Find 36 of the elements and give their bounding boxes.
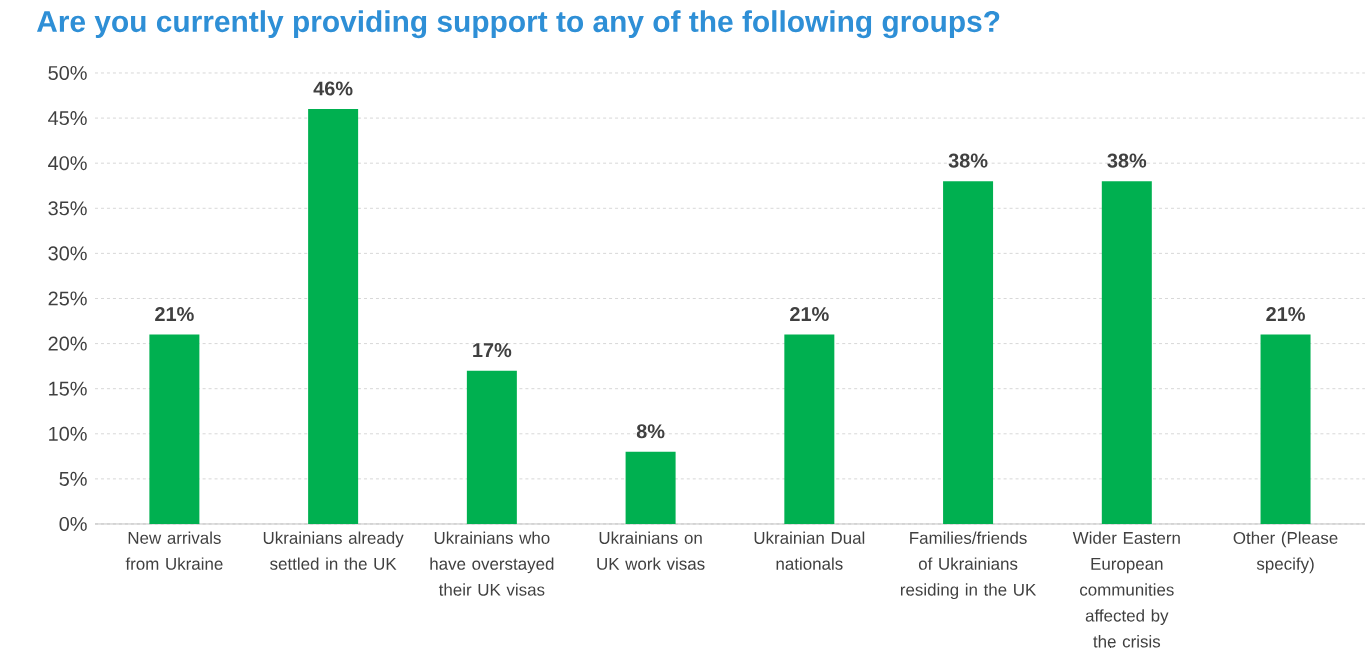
data-label: 17% [473, 343, 512, 358]
y-tick-label: 20% [48, 336, 87, 351]
x-tick-label: Ukrainians already settled in the UK [263, 531, 404, 570]
bar [1101, 181, 1152, 524]
bar [943, 181, 994, 524]
x-tick-label: Ukrainians who have overstayed their UK visas [430, 531, 554, 596]
x-tick-label: Other (Please specify) [1233, 531, 1338, 574]
y-tick-label: 10% [49, 426, 87, 441]
bar [466, 370, 517, 524]
data-label: 38% [1107, 153, 1147, 168]
data-label: 21% [790, 306, 829, 322]
data-label: 21% [1266, 306, 1305, 322]
data-label: 21% [155, 306, 194, 322]
bar [149, 334, 200, 524]
bar [308, 109, 359, 524]
chart-title: Are you currently providing support to any of the following groups? [36, 10, 1000, 39]
x-tick-label: Ukrainian Dual nationals [754, 531, 865, 570]
bar [625, 451, 676, 524]
x-tick-label: Families/friends of Ukrainians residing in the UK [900, 531, 1037, 600]
y-tick-label: 35% [48, 201, 87, 216]
data-label: 38% [948, 153, 988, 168]
y-tick-label: 30% [48, 246, 87, 261]
y-tick-label: 25% [48, 291, 87, 306]
data-label: 46% [313, 81, 353, 96]
y-tick-label: 45% [48, 111, 87, 126]
x-tick-label: Wider Eastern European communities affected by the crisis [1072, 531, 1180, 648]
y-tick-label: 5% [59, 471, 87, 486]
bar [1260, 334, 1311, 524]
y-tick-label: 50% [48, 65, 87, 81]
x-tick-label: Ukrainians on UK work visas [597, 531, 705, 570]
y-tick-label: 0% [59, 516, 87, 532]
x-tick-label: New arrivals from Ukraine [125, 531, 223, 570]
bar [784, 334, 835, 524]
y-tick-label: 40% [48, 156, 87, 171]
data-label: 8% [636, 424, 665, 439]
y-tick-label: 15% [49, 381, 87, 396]
